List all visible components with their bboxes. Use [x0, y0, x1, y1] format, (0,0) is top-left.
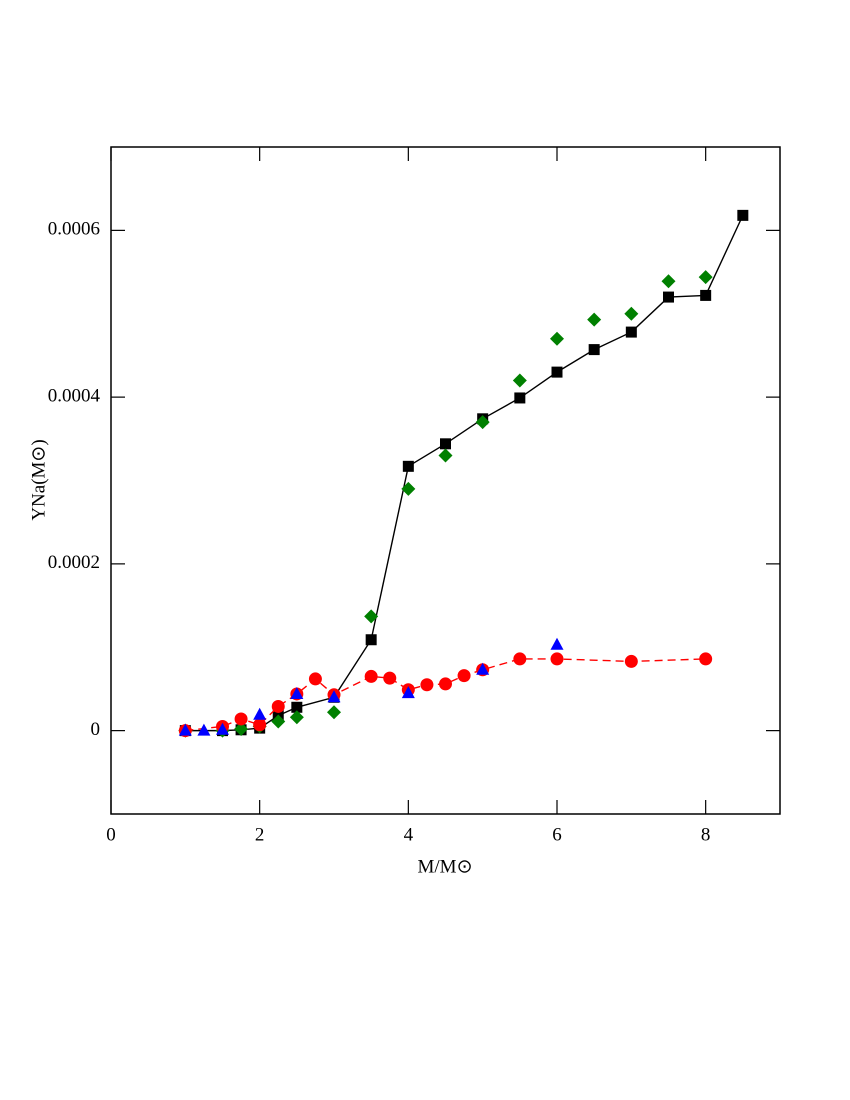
circle-marker: [457, 669, 471, 683]
circle-marker: [439, 677, 452, 691]
diamond-marker: [289, 710, 304, 725]
square-marker: [291, 701, 303, 713]
square-marker: [588, 344, 600, 356]
triangle-marker: [550, 637, 564, 650]
x-tick-label: 2: [255, 824, 265, 845]
diamond-marker: [271, 714, 286, 729]
diamond-marker: [327, 705, 341, 720]
y-tick-label: 0.0006: [48, 219, 100, 240]
circle-marker: [699, 652, 713, 666]
y-axis-label: YNa(M⊙): [28, 439, 49, 520]
triangle-marker: [216, 722, 229, 735]
circle-marker: [550, 652, 564, 666]
triangle-marker: [476, 662, 490, 675]
triangle-marker: [197, 723, 211, 736]
triangle-marker: [253, 707, 267, 720]
diamond-marker: [587, 312, 602, 327]
diamond-marker: [512, 373, 527, 388]
square-marker: [551, 366, 563, 378]
circle-marker: [234, 712, 248, 726]
circle-marker: [271, 699, 285, 713]
triangle-marker: [327, 690, 341, 703]
y-tick-label: 0.0002: [48, 552, 100, 573]
circle-marker: [624, 654, 638, 668]
circle-marker: [420, 678, 434, 692]
diamond-marker: [550, 331, 564, 346]
circle-marker: [253, 718, 267, 732]
x-tick-label: 0: [106, 824, 116, 845]
circle-marker: [383, 671, 397, 685]
circle-marker: [513, 652, 527, 666]
square-marker: [402, 460, 414, 472]
diamond-marker: [401, 481, 416, 496]
diamond-marker: [475, 415, 490, 430]
diamond-marker: [364, 609, 379, 624]
y-tick-label: 0.0004: [48, 385, 101, 406]
triangle-marker: [290, 686, 304, 699]
square-marker: [440, 438, 451, 450]
series-line: [185, 215, 744, 732]
square-marker: [625, 326, 637, 338]
square-marker: [514, 392, 526, 404]
square-marker: [700, 289, 712, 301]
x-tick-label: 6: [552, 824, 562, 845]
diamond-marker: [234, 721, 249, 736]
circle-marker: [364, 669, 378, 683]
triangle-marker: [401, 686, 415, 699]
y-tick-label: 0: [91, 719, 101, 740]
x-tick-label: 4: [404, 824, 414, 845]
square-marker: [737, 209, 749, 221]
circle-marker: [308, 672, 322, 686]
diamond-marker: [698, 270, 713, 285]
x-axis-label: M/M⊙: [418, 856, 473, 877]
x-tick-label: 8: [701, 824, 711, 845]
diamond-marker: [438, 448, 453, 463]
triangle-marker: [178, 723, 192, 736]
diamond-marker: [661, 274, 676, 289]
diamond-marker: [624, 306, 639, 321]
square-marker: [663, 291, 674, 303]
plot-frame: [110, 146, 781, 815]
square-marker: [365, 634, 377, 646]
